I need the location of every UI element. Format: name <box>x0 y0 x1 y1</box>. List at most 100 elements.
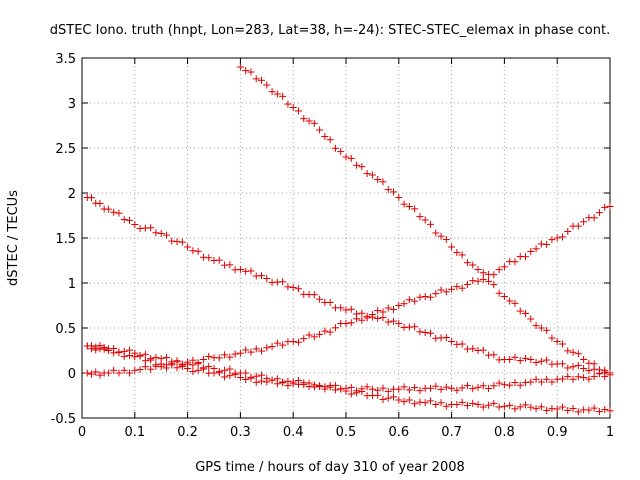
data-point <box>236 63 244 71</box>
data-point <box>141 350 149 358</box>
data-point <box>564 406 572 414</box>
data-point <box>537 378 545 386</box>
data-point <box>432 401 440 408</box>
data-point <box>516 307 524 315</box>
y-axis-label: dSTEC / TECUs <box>6 190 21 286</box>
x-tick-label: 0.2 <box>177 425 198 440</box>
data-point <box>548 334 556 342</box>
data-point <box>585 406 593 414</box>
data-point <box>279 341 287 349</box>
data-point <box>390 188 398 196</box>
data-point <box>590 372 598 380</box>
data-point <box>405 203 413 210</box>
data-point <box>384 387 392 395</box>
data-point <box>242 67 250 75</box>
data-point <box>294 338 302 346</box>
data-point <box>141 357 149 365</box>
data-point <box>595 370 603 378</box>
data-point <box>226 372 234 380</box>
data-point <box>485 401 493 409</box>
data-point <box>321 132 329 140</box>
axis-ticks: 0 0.1 0.2 0.3 0.4 0.5 0.6 0.7 0.8 0.9 1-0.500.511.… <box>51 52 615 440</box>
data-point <box>263 374 271 382</box>
data-point <box>247 348 255 356</box>
data-point <box>463 259 471 267</box>
data-point <box>252 345 260 353</box>
data-point <box>411 297 419 305</box>
data-point <box>310 119 318 127</box>
data-point <box>104 205 112 213</box>
data-point <box>279 379 287 387</box>
data-point <box>226 365 234 373</box>
data-point <box>189 361 197 369</box>
data-point <box>500 293 508 300</box>
data-point <box>194 360 202 368</box>
data-point <box>115 209 123 217</box>
data-point <box>432 382 440 390</box>
data-point <box>305 117 313 125</box>
data-point <box>168 358 176 366</box>
data-point <box>395 302 403 309</box>
data-point <box>437 385 445 393</box>
data-point <box>426 397 434 405</box>
data-point <box>347 305 355 313</box>
data-point <box>590 404 598 412</box>
data-point <box>479 403 487 411</box>
data-point <box>83 369 91 377</box>
x-axis-label: GPS time / hours of day 310 of year 2008 <box>195 460 465 475</box>
data-point <box>405 396 413 404</box>
data-point <box>437 286 445 294</box>
data-point <box>110 208 118 216</box>
data-point <box>279 278 287 286</box>
x-tick-label: 0.5 <box>336 425 357 440</box>
data-point <box>500 402 508 410</box>
data-point <box>152 229 160 237</box>
data-point <box>574 408 582 416</box>
data-point <box>300 381 308 389</box>
data-point <box>411 384 419 392</box>
data-point <box>458 284 466 292</box>
data-point <box>131 349 139 357</box>
series-2 <box>83 194 614 377</box>
data-point <box>273 90 281 98</box>
data-point <box>379 308 387 316</box>
data-point <box>390 305 398 313</box>
data-point <box>411 400 419 408</box>
x-tick-label: 0.6 <box>388 425 409 440</box>
data-point <box>421 329 429 336</box>
data-point <box>511 379 519 387</box>
x-tick-label: 1 <box>606 425 614 440</box>
data-point <box>527 403 535 411</box>
data-point <box>458 251 466 259</box>
data-point <box>532 245 540 253</box>
data-point <box>289 338 297 345</box>
data-point <box>532 375 540 383</box>
data-point <box>374 314 382 322</box>
data-point <box>421 399 429 407</box>
data-point <box>300 115 308 123</box>
series-5 <box>83 341 614 416</box>
data-point <box>426 293 434 301</box>
data-point <box>363 170 371 178</box>
data-point <box>506 381 514 389</box>
data-point <box>152 361 160 369</box>
data-points <box>83 63 614 416</box>
data-point <box>374 391 382 399</box>
x-tick-label: 0.1 <box>124 425 145 440</box>
data-point <box>321 327 329 335</box>
data-point <box>88 194 96 202</box>
data-point <box>590 365 598 373</box>
data-point <box>88 345 96 353</box>
data-point <box>537 357 545 365</box>
data-point <box>416 293 424 301</box>
y-tick-label: -0.5 <box>51 412 76 427</box>
data-point <box>522 253 530 261</box>
data-point <box>543 406 551 414</box>
data-point <box>485 384 493 392</box>
data-point <box>601 372 609 380</box>
data-point <box>479 275 487 283</box>
data-point <box>543 240 551 248</box>
data-point <box>331 324 339 332</box>
data-point <box>558 233 566 241</box>
data-point <box>442 288 450 296</box>
